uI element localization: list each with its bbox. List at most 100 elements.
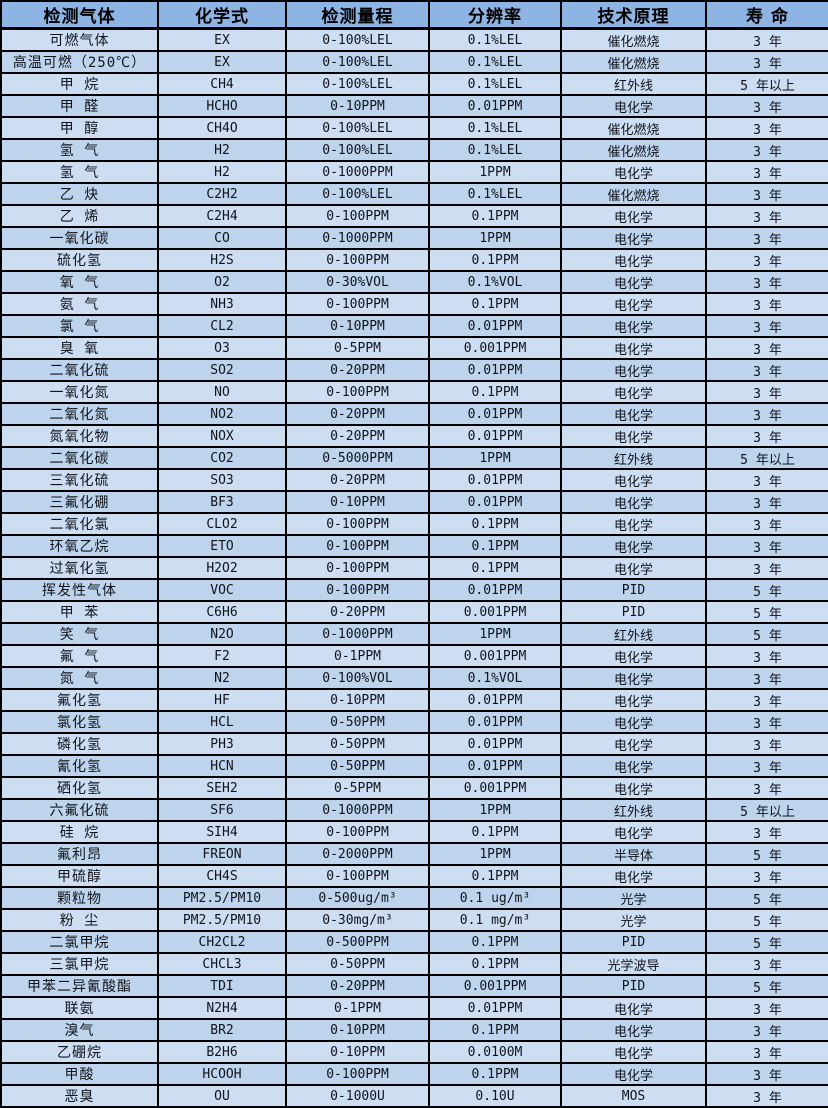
cell-gas: 氟化氢 [0,688,159,712]
cell-principle: 电化学 [560,1040,707,1064]
column-header-formula: 化学式 [157,0,287,30]
cell-formula: SIH4 [157,820,287,844]
cell-gas: 甲 醛 [0,94,159,118]
cell-resolution: 0.1PPM [428,248,562,272]
cell-lifespan: 3 年 [705,820,828,844]
cell-lifespan: 3 年 [705,864,828,888]
table-row: 氟利昂 FREON 0-2000PPM 1PPM 半导体 5 年 [0,842,828,866]
column-header-resolution: 分辨率 [428,0,562,30]
table-row: 六氟化硫 SF6 0-1000PPM 1PPM 红外线 5 年以上 [0,798,828,822]
cell-formula: PH3 [157,732,287,756]
cell-range: 0-100PPM [285,578,430,602]
table-row: 二氧化氮 NO2 0-20PPM 0.01PPM 电化学 3 年 [0,402,828,426]
cell-resolution: 0.1PPM [428,380,562,404]
cell-formula: CLO2 [157,512,287,536]
cell-range: 0-10PPM [285,1040,430,1064]
cell-lifespan: 3 年 [705,688,828,712]
cell-range: 0-1000PPM [285,160,430,184]
table-row: 氢 气 H2 0-1000PPM 1PPM 电化学 3 年 [0,160,828,184]
cell-range: 0-100%LEL [285,116,430,140]
cell-formula: NH3 [157,292,287,316]
cell-gas: 硒化氢 [0,776,159,800]
cell-range: 0-500ug/m³ [285,886,430,910]
cell-resolution: 0.01PPM [428,578,562,602]
cell-principle: 电化学 [560,94,707,118]
cell-range: 0-30%VOL [285,270,430,294]
table-row: 氨 气 NH3 0-100PPM 0.1PPM 电化学 3 年 [0,292,828,316]
cell-formula: CO [157,226,287,250]
cell-range: 0-5PPM [285,336,430,360]
table-row: 溴气 BR2 0-10PPM 0.1PPM 电化学 3 年 [0,1018,828,1042]
table-row: 硅 烷 SIH4 0-100PPM 0.1PPM 电化学 3 年 [0,820,828,844]
cell-range: 0-100PPM [285,534,430,558]
cell-gas: 三氟化硼 [0,490,159,514]
table-row: 甲 烷 CH4 0-100%LEL 0.1%LEL 红外线 5 年以上 [0,72,828,96]
cell-range: 0-100PPM [285,820,430,844]
column-header-lifespan: 寿 命 [705,0,828,30]
table-row: 氟 气 F2 0-1PPM 0.001PPM 电化学 3 年 [0,644,828,668]
cell-resolution: 0.1PPM [428,820,562,844]
cell-gas: 挥发性气体 [0,578,159,602]
cell-formula: TDI [157,974,287,998]
table-row: 氮 气 N2 0-100%VOL 0.1%VOL 电化学 3 年 [0,666,828,690]
cell-formula: C2H2 [157,182,287,206]
cell-gas: 氧 气 [0,270,159,294]
cell-lifespan: 3 年 [705,512,828,536]
cell-lifespan: 3 年 [705,754,828,778]
cell-formula: F2 [157,644,287,668]
cell-formula: CH4 [157,72,287,96]
cell-formula: CH4O [157,116,287,140]
cell-resolution: 0.1%LEL [428,27,562,52]
table-row: 一氧化碳 CO 0-1000PPM 1PPM 电化学 3 年 [0,226,828,250]
cell-lifespan: 3 年 [705,160,828,184]
cell-formula: EX [157,27,287,52]
cell-gas: 硫化氢 [0,248,159,272]
cell-gas: 磷化氢 [0,732,159,756]
cell-resolution: 0.0100M [428,1040,562,1064]
cell-gas: 二氧化氯 [0,512,159,536]
cell-range: 0-100PPM [285,864,430,888]
cell-lifespan: 3 年 [705,94,828,118]
cell-range: 0-20PPM [285,424,430,448]
table-row: 联氨 N2H4 0-1PPM 0.01PPM 电化学 3 年 [0,996,828,1020]
cell-lifespan: 5 年 [705,578,828,602]
cell-formula: SO3 [157,468,287,492]
cell-formula: N2 [157,666,287,690]
table-row: 二氧化氯 CLO2 0-100PPM 0.1PPM 电化学 3 年 [0,512,828,536]
cell-principle: 半导体 [560,842,707,866]
cell-range: 0-50PPM [285,710,430,734]
cell-range: 0-20PPM [285,600,430,624]
cell-formula: HCN [157,754,287,778]
cell-formula: NOX [157,424,287,448]
cell-lifespan: 3 年 [705,116,828,140]
cell-gas: 笑 气 [0,622,159,646]
table-row: 三氟化硼 BF3 0-10PPM 0.01PPM 电化学 3 年 [0,490,828,514]
cell-gas: 甲 烷 [0,72,159,96]
cell-formula: HCHO [157,94,287,118]
cell-resolution: 0.01PPM [428,688,562,712]
cell-gas: 溴气 [0,1018,159,1042]
cell-formula: PM2.5/PM10 [157,886,287,910]
cell-resolution: 0.1PPM [428,512,562,536]
cell-gas: 恶臭 [0,1084,159,1108]
cell-formula: CL2 [157,314,287,338]
cell-principle: 电化学 [560,710,707,734]
cell-resolution: 1PPM [428,226,562,250]
cell-principle: 红外线 [560,798,707,822]
cell-range: 0-100PPM [285,1062,430,1086]
cell-gas: 氢 气 [0,138,159,162]
cell-lifespan: 5 年 [705,974,828,998]
cell-principle: 电化学 [560,556,707,580]
cell-formula: SO2 [157,358,287,382]
table-row: 粉 尘 PM2.5/PM10 0-30mg/m³ 0.1 mg/m³ 光学 5 年 [0,908,828,932]
cell-gas: 甲 醇 [0,116,159,140]
cell-lifespan: 5 年 [705,600,828,624]
cell-principle: 光学 [560,908,707,932]
cell-gas: 一氧化碳 [0,226,159,250]
cell-gas: 硅 烷 [0,820,159,844]
cell-formula: H2O2 [157,556,287,580]
cell-resolution: 0.1 ug/m³ [428,886,562,910]
cell-resolution: 0.01PPM [428,424,562,448]
cell-lifespan: 3 年 [705,27,828,52]
cell-resolution: 0.1PPM [428,864,562,888]
